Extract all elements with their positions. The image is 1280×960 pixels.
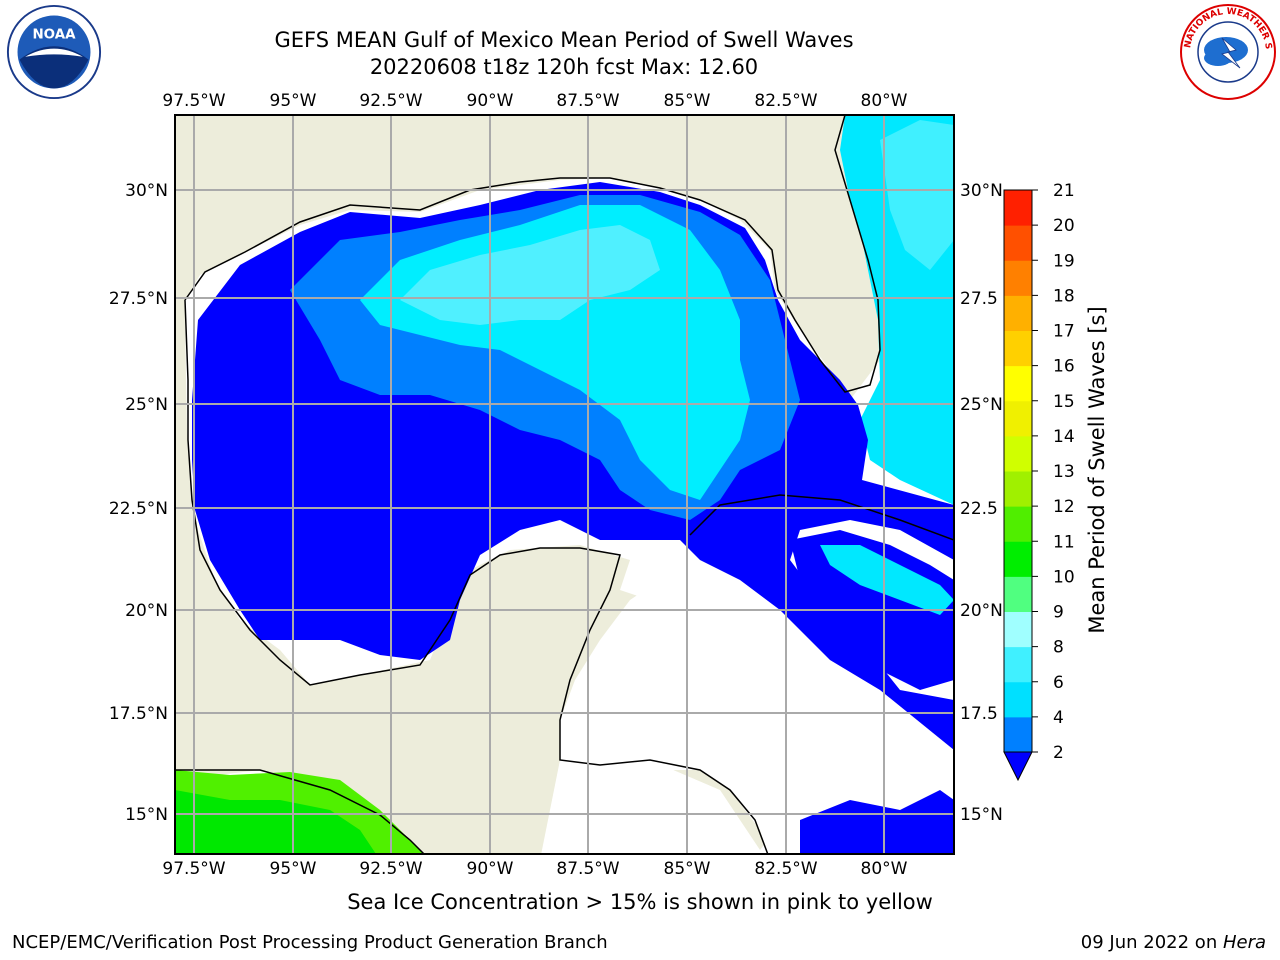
colorbar-segment: [1004, 681, 1032, 718]
lat-tick-label: 25°N: [125, 395, 168, 415]
lon-tick-label: 80°W: [861, 859, 908, 879]
lon-tick-label: 85°W: [664, 859, 711, 879]
colorbar: [1003, 189, 1033, 782]
colorbar-tick-label: 16: [1053, 357, 1075, 377]
map-frame: [174, 114, 955, 855]
lon-tick-label: 90°W: [467, 91, 514, 111]
lon-tick-labels-top: 97.5°W 95°W 92.5°W 90°W 87.5°W 85°W 82.5…: [162, 91, 907, 111]
lat-tick-labels-left: 30°N 27.5°N 25°N 22.5°N 20°N 17.5°N 15°N: [109, 181, 168, 825]
lat-tick-label: 17.5: [960, 704, 998, 724]
lat-tick-label: 15°N: [125, 805, 168, 825]
colorbar-segment: [1004, 435, 1032, 472]
colorbar-tick-label: 20: [1053, 216, 1075, 236]
lon-tick-label: 82.5°W: [754, 859, 817, 879]
colorbar-segment: [1004, 295, 1032, 331]
colorbar-segment: [1004, 506, 1032, 542]
lat-tick-label: 27.5°N: [109, 289, 168, 309]
lon-tick-label: 92.5°W: [359, 91, 422, 111]
caribbean-south-swell: [800, 790, 954, 854]
lat-tick-label: 20°N: [125, 601, 168, 621]
lon-tick-labels-bottom: 97.5°W 95°W 92.5°W 90°W 87.5°W 85°W 82.5…: [162, 859, 907, 879]
colorbar-tick-label: 17: [1053, 322, 1075, 342]
colorbar-segment: [1004, 646, 1032, 683]
lon-tick-label: 90°W: [467, 859, 514, 879]
lat-tick-label: 22.5: [960, 499, 998, 519]
colorbar-segment: [1004, 576, 1032, 612]
lat-tick-label: 30°N: [125, 181, 168, 201]
nws-logo: NATIONAL WEATHER SERVICE: [1178, 2, 1276, 100]
colorbar-label: Mean Period of Swell Waves [s]: [1085, 306, 1109, 634]
lat-tick-label: 27.5: [960, 289, 998, 309]
colorbar-segment: [1004, 225, 1032, 261]
credit-text: NCEP/EMC/Verification Post Processing Pr…: [12, 932, 608, 953]
colorbar-segment: [1004, 611, 1032, 648]
colorbar-tick-label: 19: [1053, 251, 1075, 271]
colorbar-tick-label: 12: [1053, 497, 1075, 517]
noaa-logo: NOAA: [6, 4, 102, 100]
date-stamp: 09 Jun 2022 on Hera: [1081, 932, 1266, 953]
colorbar-segment: [1004, 330, 1032, 367]
colorbar-extend-arrow: [1003, 751, 1033, 782]
pacific-swell-2: [175, 790, 376, 854]
colorbar-tick-labels: 2 4 6 8 9 10 11 12 13 14 15 16 17 18 19 20 21: [1032, 181, 1075, 763]
colorbar-tick-label: 4: [1053, 708, 1064, 728]
lon-tick-label: 87.5°W: [556, 91, 619, 111]
colorbar-tick-label: 6: [1053, 673, 1064, 693]
lat-tick-label: 25°N: [960, 395, 1003, 415]
colorbar-segment: [1004, 716, 1032, 753]
lat-tick-label: 20°N: [960, 601, 1003, 621]
lon-tick-label: 97.5°W: [162, 91, 225, 111]
lat-tick-label: 30°N: [960, 181, 1003, 201]
colorbar-segment: [1004, 190, 1032, 226]
atlantic-band-2: [880, 120, 954, 270]
colorbar-segment: [1004, 260, 1032, 296]
colorbar-tick-label: 18: [1053, 286, 1075, 306]
coastline: [175, 115, 954, 854]
colorbar-tick-label: 11: [1053, 532, 1075, 552]
lon-tick-label: 97.5°W: [162, 859, 225, 879]
colorbar-tick-label: 2: [1053, 743, 1064, 763]
lat-tick-labels-right: 30°N 27.5 25°N 22.5 20°N 17.5 15°N: [960, 181, 1003, 825]
lon-tick-label: 80°W: [861, 91, 908, 111]
colorbar-tick-label: 13: [1053, 462, 1075, 482]
lon-tick-label: 87.5°W: [556, 859, 619, 879]
lon-tick-label: 95°W: [270, 91, 317, 111]
gridlines: [175, 115, 954, 854]
colorbar-tick-label: 14: [1053, 427, 1075, 447]
map-title: GEFS MEAN Gulf of Mexico Mean Period of …: [274, 28, 854, 52]
lon-tick-label: 82.5°W: [754, 91, 817, 111]
swell-band-8-9: [400, 225, 660, 325]
colorbar-tick-label: 15: [1053, 392, 1075, 412]
colorbar-segment: [1004, 541, 1032, 577]
noaa-logo-text: NOAA: [32, 28, 76, 43]
colorbar-tick-label: 9: [1053, 603, 1064, 623]
sea-ice-note: Sea Ice Concentration > 15% is shown in …: [347, 890, 933, 914]
lon-tick-label: 85°W: [664, 91, 711, 111]
caribbean-swell-2: [820, 545, 954, 615]
map-subtitle: 20220608 t18z 120h fcst Max: 12.60: [369, 55, 759, 79]
date-text: 09 Jun 2022 on: [1080, 932, 1223, 953]
lat-tick-label: 17.5°N: [109, 704, 168, 724]
host-name: Hera: [1222, 932, 1266, 953]
colorbar-segment: [1004, 400, 1032, 437]
colorbar-tick-label: 8: [1053, 638, 1064, 658]
colorbar-tick-label: 10: [1053, 567, 1075, 587]
colorbar-tick-label: 21: [1053, 181, 1075, 201]
lon-tick-label: 92.5°W: [359, 859, 422, 879]
lon-tick-label: 95°W: [270, 859, 317, 879]
lat-tick-label: 15°N: [960, 805, 1003, 825]
colorbar-segment: [1004, 471, 1032, 507]
colorbar-segment: [1004, 365, 1032, 402]
lat-tick-label: 22.5°N: [109, 499, 168, 519]
